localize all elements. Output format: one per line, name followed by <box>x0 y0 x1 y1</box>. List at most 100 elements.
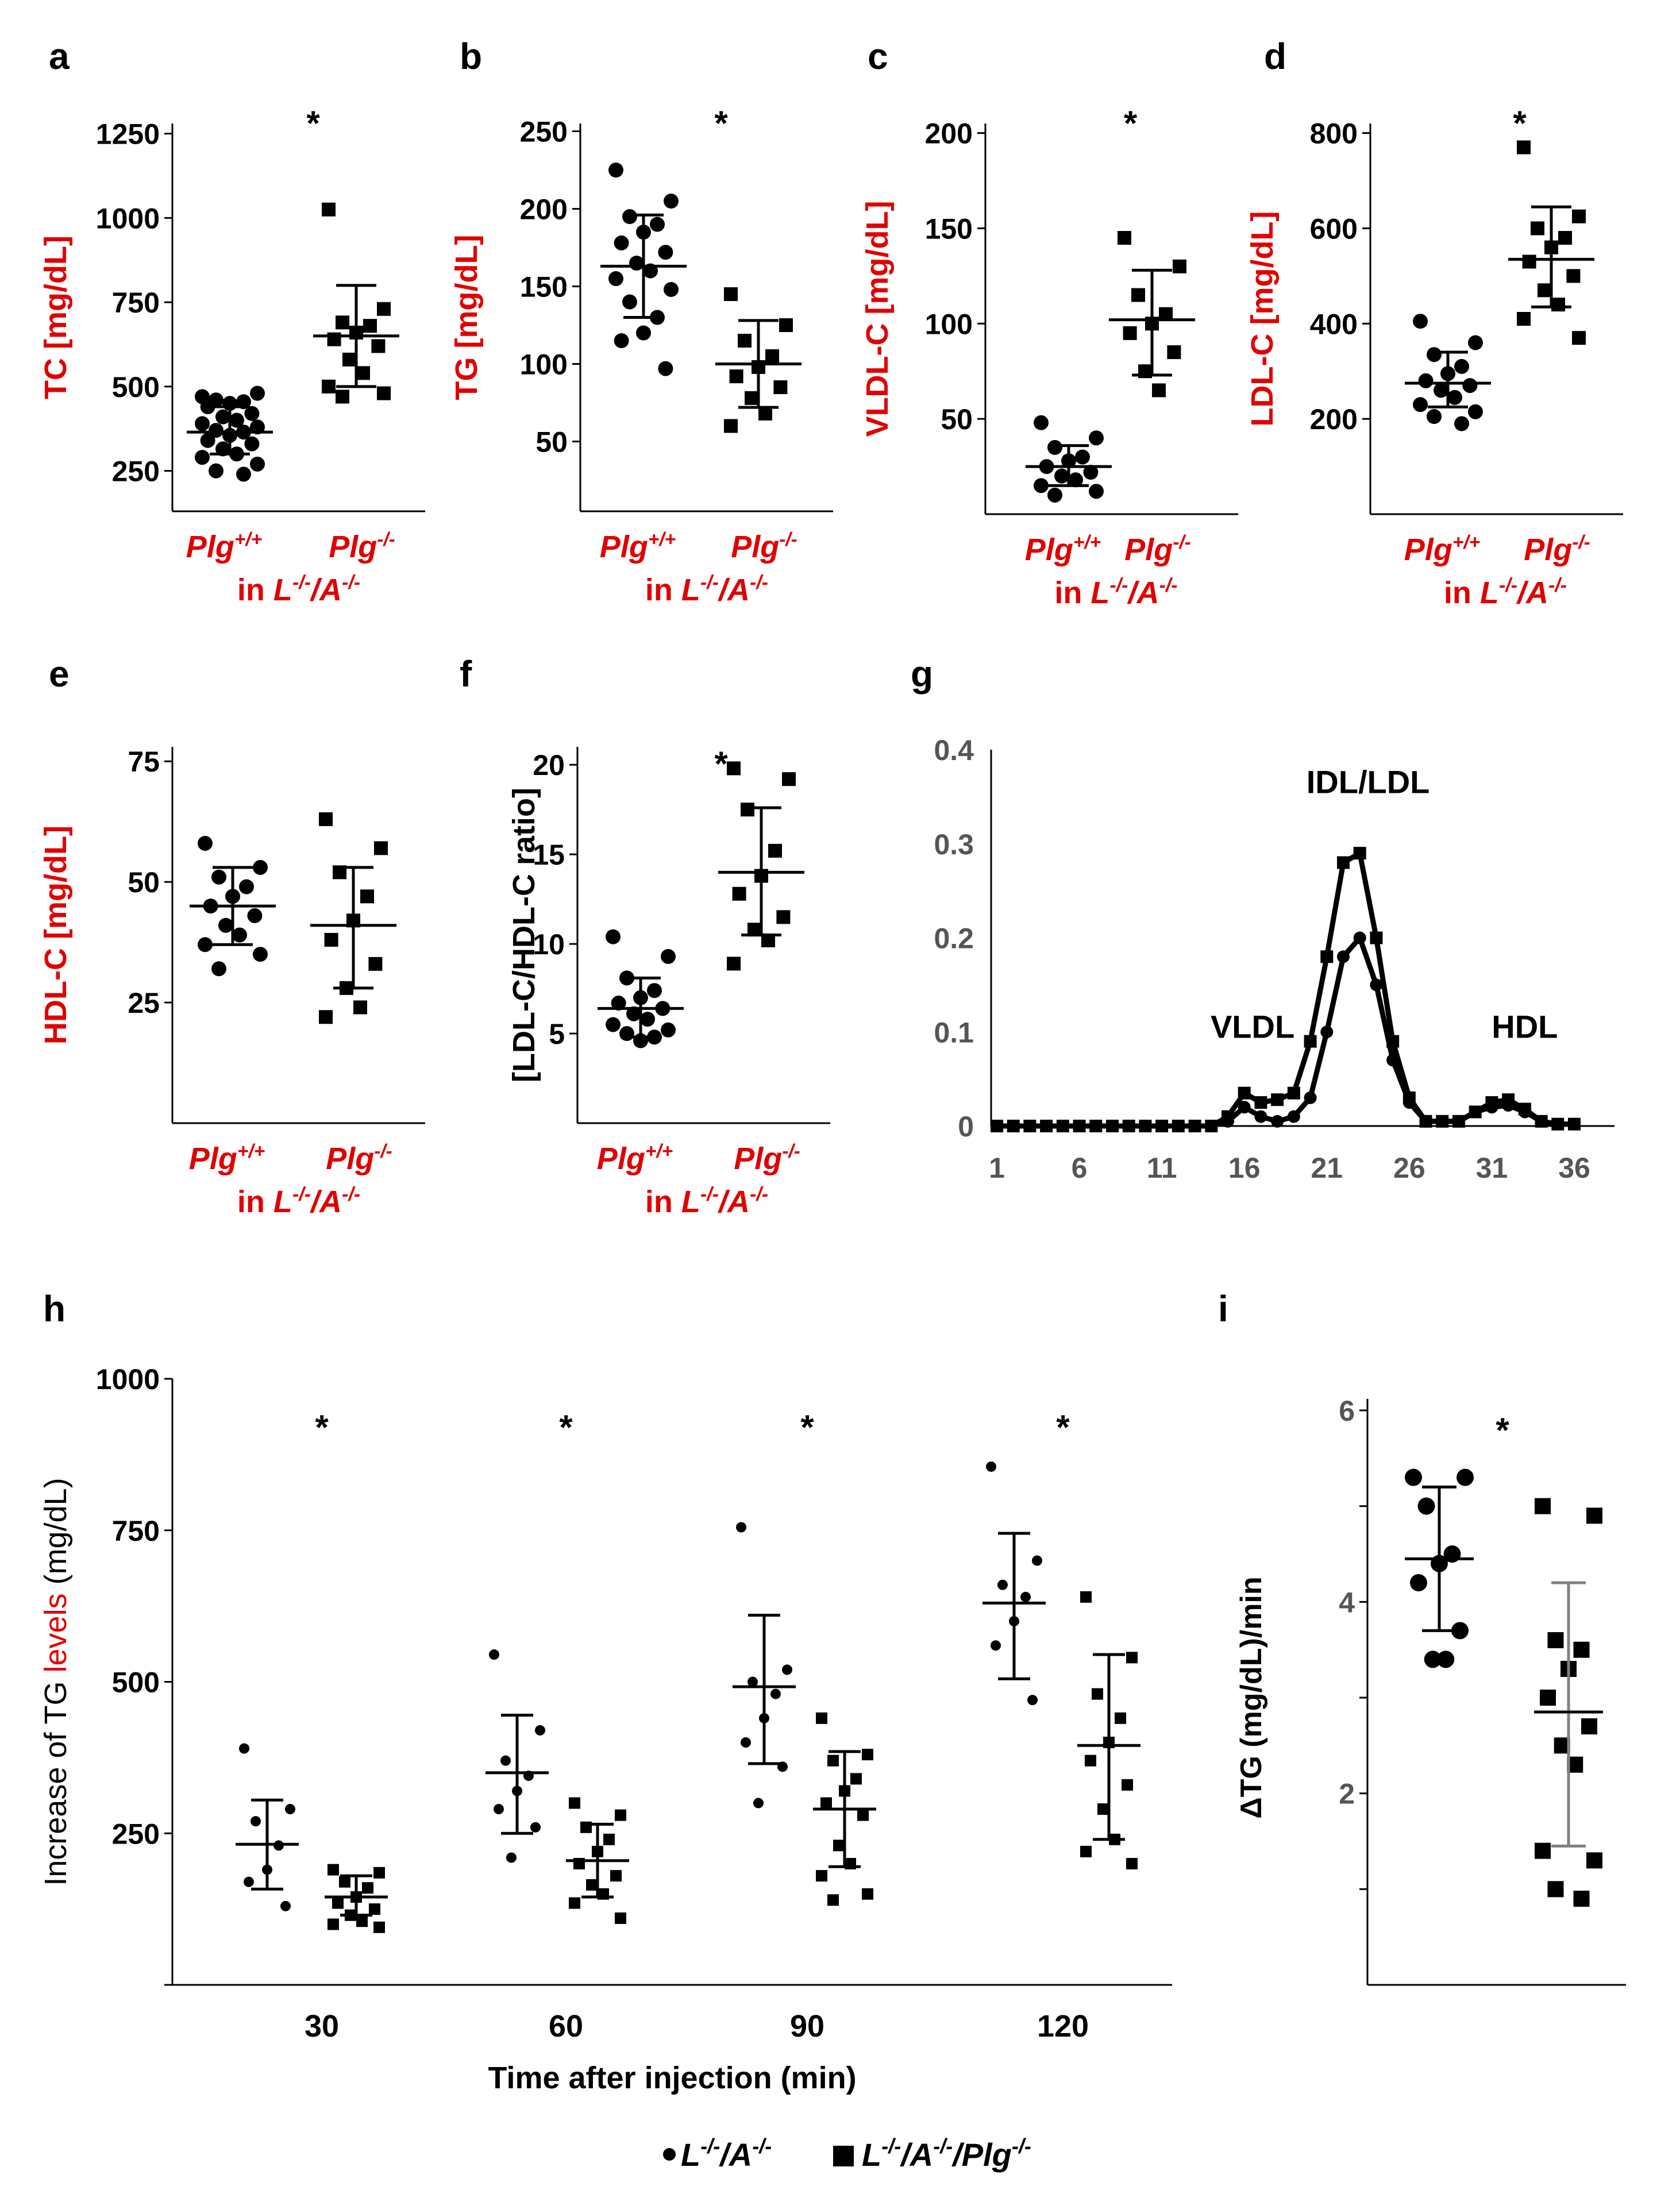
panel-d-point <box>1468 335 1483 350</box>
panel-c-point <box>1075 449 1090 465</box>
panel-d-group-label: Plg-/-​ <box>1524 531 1590 567</box>
panel-h-point <box>506 1852 517 1863</box>
panel-f-point <box>640 1012 655 1027</box>
panel-h-significance-star: * <box>800 1408 814 1447</box>
panel-h-point <box>586 1879 598 1891</box>
panel-f-tick-label: 5 <box>549 1018 565 1050</box>
panel-h-point <box>1020 1591 1031 1602</box>
panel-g-tick-label: 0.3 <box>934 828 974 861</box>
legend-label: L-/-​/A-/-​/Plg-/-​ <box>862 2134 1031 2173</box>
panel-b-point <box>636 325 651 341</box>
panel-f-point <box>741 803 754 817</box>
panel-h-point <box>530 1822 541 1833</box>
panel-i-point <box>1417 1497 1435 1515</box>
panel-e-point <box>211 961 226 977</box>
panel-g-point <box>1353 847 1366 860</box>
panel-a-point <box>229 412 244 428</box>
panel-h-point <box>615 1809 626 1821</box>
panel-d-point <box>1566 269 1581 283</box>
panel-d-tick-label: 800 <box>1310 118 1358 150</box>
panel-b-point <box>724 287 738 301</box>
panel-g-point <box>1551 1117 1565 1131</box>
panel-g-tick-label: 0.4 <box>934 734 974 766</box>
panel-g-point <box>1337 950 1350 963</box>
panel-g-annotation: VLDL <box>1211 1008 1294 1044</box>
panel-a-significance-star: * <box>306 104 320 142</box>
panel-f-significance-star: * <box>714 745 728 783</box>
panel-h-point <box>494 1804 504 1815</box>
panel-h-point <box>362 1882 373 1894</box>
panel-b-point <box>773 380 788 394</box>
panel-a-tick-label: 250 <box>112 456 160 488</box>
panel-g-point <box>1419 1115 1432 1128</box>
panel-e-point <box>353 1000 367 1015</box>
panel-i-point <box>1451 1622 1469 1640</box>
panel-d-point <box>1572 331 1586 345</box>
panel-d-point <box>1413 314 1428 329</box>
panel-h-point <box>610 1870 622 1882</box>
panel-h-point <box>1097 1803 1109 1815</box>
panel-c-tick-label: 50 <box>941 403 973 435</box>
panel-b-point <box>608 163 623 178</box>
panel-g-annotation: HDL <box>1492 1008 1558 1044</box>
panel-a-tick-label: 1000 <box>96 202 160 234</box>
panel-g-tick-label: 16 <box>1228 1152 1261 1184</box>
panel-h-tick-label: 500 <box>112 1667 160 1699</box>
panel-c-point <box>1034 415 1049 430</box>
legend-circle-marker <box>663 2148 676 2161</box>
panel-b-point <box>629 256 644 271</box>
panel-b-point <box>779 318 793 332</box>
panel-h-point <box>782 1664 792 1675</box>
panel-h-point <box>373 1921 385 1933</box>
panel-i-point <box>1586 1507 1602 1524</box>
panel-i-letter: i <box>1218 1288 1228 1329</box>
panel-g-tick-label: 11 <box>1147 1152 1177 1184</box>
panel-b-point <box>614 235 629 250</box>
panel-b-point <box>622 294 637 310</box>
panel-i-point <box>1540 1690 1556 1706</box>
panel-d-point <box>1558 231 1572 245</box>
panel-a-tick-label: 1250 <box>96 118 160 151</box>
panel-c-point <box>1118 231 1131 245</box>
panel-g-point <box>1254 1110 1267 1123</box>
panel-i-tick-label: 6 <box>1339 1395 1355 1427</box>
panel-h-tick-label: 750 <box>112 1515 160 1547</box>
panel-a-point <box>377 302 391 316</box>
panel-e-y-label: HDL-C [mg/dL] <box>38 826 73 1044</box>
panel-i-tick-label: 2 <box>1339 1778 1355 1810</box>
panel-h-point <box>816 1870 827 1882</box>
panel-b-letter: b <box>460 36 482 77</box>
panel-f-point <box>727 957 741 971</box>
panel-d-significance-star: * <box>1513 104 1527 142</box>
panel-f-point <box>661 948 676 964</box>
panel-g-point <box>1254 1096 1267 1109</box>
panel-f-point <box>732 886 746 901</box>
panel-g-point <box>1320 1025 1334 1039</box>
panel-b-point <box>658 361 673 376</box>
panel-g-point <box>1155 1120 1169 1132</box>
panel-h-y-label: Increase of TG levels (mg/dL) <box>38 1478 73 1885</box>
panel-a-point <box>322 202 336 217</box>
panel-h-point <box>862 1888 873 1900</box>
panel-g-tick-label: 0 <box>958 1111 974 1143</box>
panel-e-point <box>324 932 338 947</box>
panel-h-significance-star: * <box>559 1408 573 1447</box>
panel-g-tick-label: 36 <box>1558 1152 1590 1184</box>
panel-b-tick-label: 200 <box>520 194 568 226</box>
panel-c-point <box>1047 487 1062 503</box>
panel-a-point <box>363 319 377 333</box>
panel-c-group-label: Plg-/-​ <box>1124 531 1191 567</box>
panel-d-point <box>1531 221 1544 236</box>
panel-g-point <box>1040 1120 1053 1132</box>
panel-e-point <box>198 937 213 953</box>
panel-f-genotype-background: in L-/-​/A-/-​ <box>645 1183 768 1219</box>
panel-c-point <box>1083 465 1099 480</box>
panel-g-point <box>1271 1093 1284 1106</box>
panel-h-point <box>535 1725 545 1736</box>
panel-i-point <box>1581 1718 1597 1734</box>
panel-a-group-label: Plg-/-​ <box>329 529 395 564</box>
panel-g-point <box>1337 856 1350 869</box>
panel-g-point <box>1304 1091 1317 1104</box>
panel-b-group-label: Plg+/+​ <box>600 529 676 564</box>
panel-d-point <box>1413 397 1428 412</box>
